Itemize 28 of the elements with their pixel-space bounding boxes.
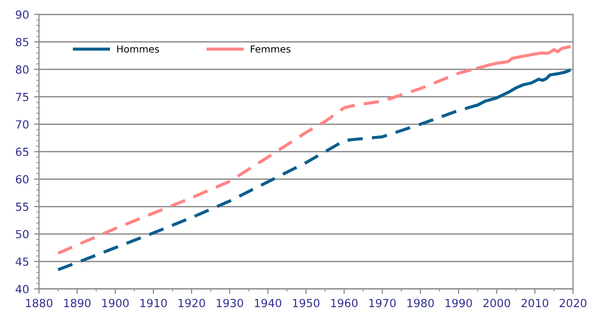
x-tick-label: 1880 [26, 298, 52, 308]
y-tick-label: 85 [16, 38, 28, 46]
y-tick-label: 70 [16, 120, 29, 129]
legend-label: Femmes [250, 45, 290, 53]
x-tick-label: 1990 [446, 298, 472, 308]
x-tick-label: 1980 [408, 298, 434, 308]
x-tick-label: 1970 [369, 298, 396, 308]
legend-label: Hommes [117, 45, 160, 53]
y-tick-label: 55 [16, 202, 28, 211]
x-tick-label: 1890 [64, 298, 91, 308]
x-tick-label: 1900 [102, 298, 129, 308]
x-tick-label: 1960 [331, 298, 358, 308]
y-tick-label: 75 [16, 92, 28, 102]
y-tick-label: 40 [16, 284, 29, 294]
y-tick-label: 45 [16, 258, 28, 266]
x-tick-label: 1920 [178, 298, 205, 308]
x-tick-label: 1940 [254, 298, 282, 308]
x-tick-label: 1950 [293, 298, 320, 308]
y-tick-label: 60 [16, 175, 29, 184]
y-tick-label: 80 [16, 65, 29, 74]
x-tick-label: 2000 [483, 298, 510, 308]
y-tick-label: 90 [16, 10, 29, 19]
y-tick-label: 65 [16, 148, 28, 156]
x-tick-label: 2020 [560, 298, 586, 308]
x-tick-label: 2010 [522, 298, 548, 308]
x-tick-label: 1930 [216, 298, 244, 308]
x-tick-label: 1910 [140, 298, 167, 308]
y-tick-label: 50 [16, 230, 29, 238]
